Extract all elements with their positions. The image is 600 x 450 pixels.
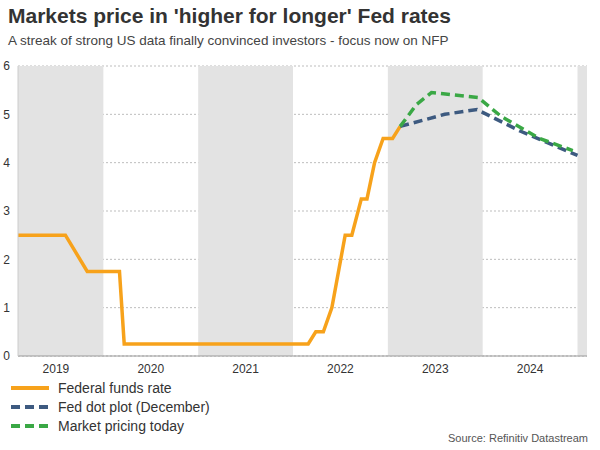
svg-text:3: 3 xyxy=(3,204,10,218)
svg-text:1: 1 xyxy=(3,301,10,315)
svg-text:2023: 2023 xyxy=(422,362,449,376)
svg-text:2021: 2021 xyxy=(232,362,259,376)
html-text:Markets price in 'higher for l: Markets price in 'higher for longer' Fed… xyxy=(8,4,451,27)
html-text:Market pricing today: Market pricing today xyxy=(58,417,185,434)
svg-text:2024: 2024 xyxy=(517,362,544,376)
html-text:Federal funds rate: Federal funds rate xyxy=(58,379,172,396)
svg-text:2019: 2019 xyxy=(43,362,70,376)
svg-text:2022: 2022 xyxy=(327,362,354,376)
svg-text:2020: 2020 xyxy=(137,362,164,376)
svg-text:4: 4 xyxy=(3,156,10,170)
html-text:Fed dot plot (December): Fed dot plot (December) xyxy=(58,398,210,415)
html-text:Source: Refinitiv Datastream: Source: Refinitiv Datastream xyxy=(448,432,588,444)
svg-text:2: 2 xyxy=(3,253,10,267)
svg-text:5: 5 xyxy=(3,108,10,122)
svg-text:0: 0 xyxy=(3,349,10,363)
html-text:A streak of strong US data fin: A streak of strong US data finally convi… xyxy=(8,33,449,48)
svg-text:6: 6 xyxy=(3,59,10,73)
